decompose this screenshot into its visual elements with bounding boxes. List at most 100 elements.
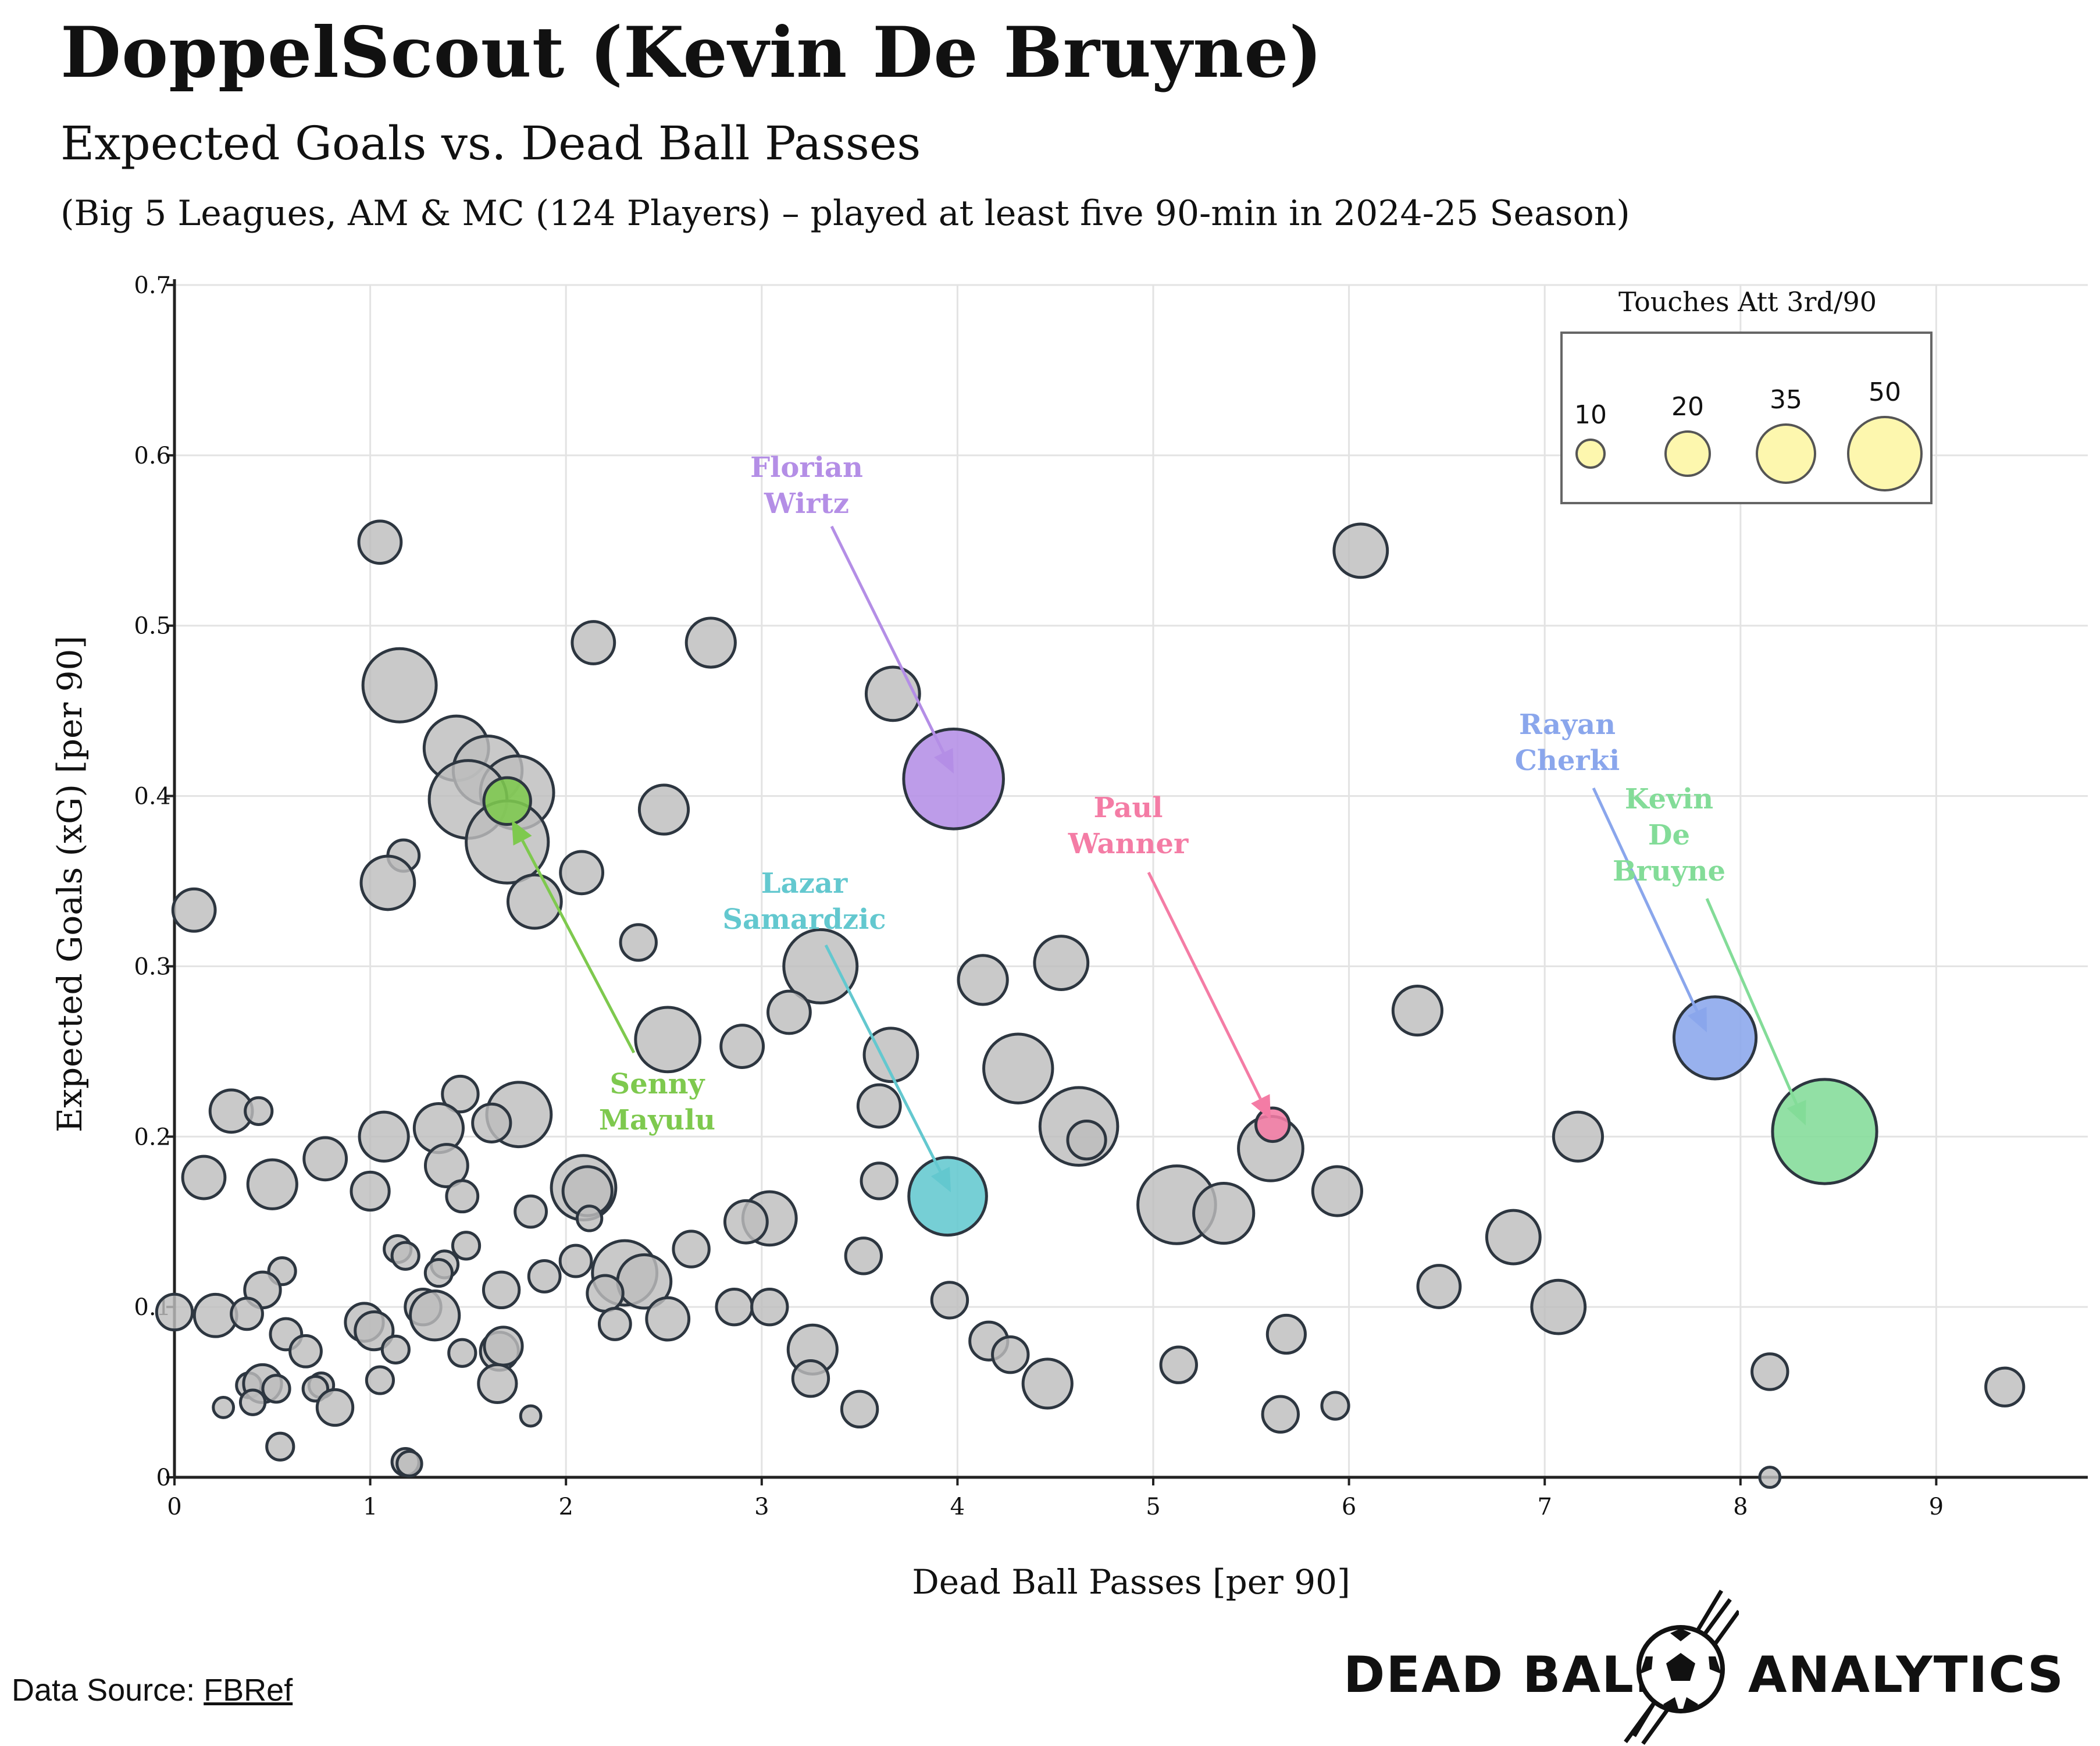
data-point — [445, 1179, 480, 1214]
data-point — [558, 1243, 593, 1278]
data-point — [723, 1199, 769, 1245]
senny-mayulu-label: Senny — [610, 1068, 706, 1100]
data-point — [409, 1289, 461, 1342]
data-point — [1750, 1352, 1789, 1391]
rayan-cherki-arrowhead — [1687, 1007, 1707, 1032]
data-point — [390, 1241, 420, 1271]
data-point — [358, 1110, 410, 1163]
y-axis-label: Expected Goals (xG) [per 90] — [50, 636, 90, 1132]
y-tick-label: 0.3 — [134, 953, 171, 980]
kevin-de-bruyne-label: Bruyne — [1613, 855, 1725, 888]
data-source-link[interactable]: FBRef — [204, 1673, 293, 1708]
data-point — [514, 1194, 548, 1229]
data-point — [155, 1292, 194, 1332]
data-source: Data Source: FBRef — [12, 1672, 293, 1708]
highlighted-point — [1254, 1106, 1291, 1143]
highlighted-point — [902, 727, 1005, 831]
x-tick-label: 8 — [1733, 1494, 1748, 1520]
data-point — [1261, 1395, 1300, 1434]
data-point — [380, 1334, 411, 1364]
kevin-de-bruyne-arrowhead — [1787, 1100, 1806, 1125]
legend-bubble — [1664, 430, 1711, 477]
data-point — [862, 1027, 919, 1084]
brand-text-left: DEAD BALL — [1343, 1646, 1668, 1704]
data-point — [672, 1230, 711, 1268]
data-point — [597, 1307, 632, 1341]
data-point — [359, 854, 416, 911]
data-point — [519, 1404, 543, 1428]
data-point — [856, 1083, 902, 1129]
senny-mayulu-label: Mayulu — [599, 1104, 715, 1136]
data-point — [575, 1205, 604, 1232]
paul-wanner-arrow — [1147, 871, 1262, 1100]
data-point — [447, 1338, 477, 1368]
data-point — [684, 617, 737, 669]
chart-title: DoppelScout (Kevin De Bruyne) — [60, 12, 1323, 94]
legend-title: Touches Att 3rd/90 — [1618, 286, 1877, 318]
data-point — [1320, 1391, 1350, 1421]
highlighted-point — [1672, 995, 1758, 1081]
data-point — [1159, 1345, 1198, 1384]
data-point — [1033, 935, 1090, 991]
data-point — [844, 1237, 883, 1275]
data-point — [571, 620, 616, 665]
data-point — [350, 1170, 391, 1212]
y-tick-label: 0.2 — [134, 1124, 171, 1150]
x-tick-label: 7 — [1537, 1494, 1552, 1520]
data-point — [1984, 1366, 2026, 1408]
brand-logo: DEAD BALL ANALYTICS — [1343, 1646, 2063, 1704]
data-point — [361, 647, 438, 724]
data-point — [715, 1287, 754, 1327]
data-point — [451, 1231, 482, 1261]
x-tick-label: 9 — [1929, 1494, 1944, 1520]
kevin-de-bruyne-label: Kevin — [1625, 783, 1713, 815]
data-point — [1391, 984, 1444, 1037]
x-tick-label: 0 — [167, 1494, 181, 1520]
data-point — [634, 1006, 702, 1074]
x-tick-label: 1 — [363, 1494, 377, 1520]
legend-bubble — [1847, 416, 1923, 491]
chart-subtitle: Expected Goals vs. Dead Ball Passes — [60, 116, 921, 170]
x-tick-label: 3 — [754, 1494, 769, 1520]
x-tick-label: 6 — [1342, 1494, 1356, 1520]
data-point — [586, 1274, 625, 1313]
y-tick-label: 0.6 — [134, 443, 171, 469]
chart-caption: (Big 5 Leagues, AM & MC (124 Players) – … — [60, 193, 1630, 234]
data-point — [1265, 1313, 1307, 1355]
data-point — [171, 887, 217, 933]
data-point — [230, 1296, 264, 1331]
legend-bubble — [1575, 439, 1606, 469]
data-point — [365, 1365, 395, 1395]
data-point — [354, 1310, 395, 1352]
data-point — [791, 1359, 830, 1398]
legend-label: 35 — [1770, 385, 1802, 415]
data-point — [1530, 1278, 1587, 1335]
data-point — [238, 1388, 267, 1416]
data-point — [1416, 1264, 1462, 1309]
legend-label: 10 — [1574, 400, 1607, 430]
data-point — [637, 783, 690, 836]
highlighted-point — [1771, 1078, 1878, 1185]
data-point — [1192, 1181, 1256, 1245]
data-point — [619, 923, 658, 962]
paul-wanner-label: Wanner — [1068, 828, 1189, 860]
data-point — [212, 1396, 236, 1419]
lazar-samardzic-label: Samardzic — [722, 903, 886, 936]
data-point — [483, 1325, 524, 1367]
kevin-de-bruyne-label: De — [1648, 819, 1690, 851]
x-tick-label: 5 — [1146, 1494, 1160, 1520]
data-point — [477, 1363, 518, 1405]
data-point — [864, 665, 921, 722]
lazar-samardzic-label: Lazar — [761, 867, 848, 900]
data-point — [840, 1389, 879, 1429]
senny-mayulu-arrowhead — [512, 820, 532, 846]
x-tick-label: 2 — [558, 1494, 573, 1520]
x-axis-label: Dead Ball Passes [per 90] — [912, 1562, 1350, 1602]
rayan-cherki-arrow — [1592, 787, 1699, 1012]
data-point — [315, 1388, 355, 1427]
data-point — [645, 1296, 691, 1342]
data-point — [1485, 1209, 1542, 1266]
data-point — [750, 1287, 789, 1327]
lazar-samardzic-arrowhead — [930, 1167, 951, 1192]
data-point — [766, 989, 812, 1035]
